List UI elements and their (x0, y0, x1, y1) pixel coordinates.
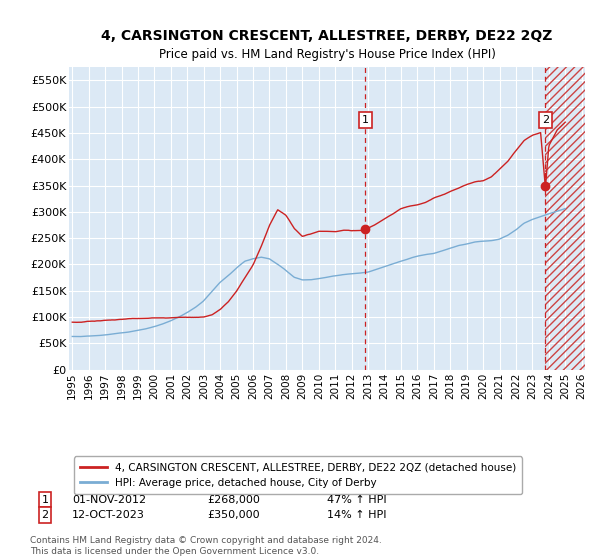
Text: 1: 1 (362, 115, 369, 125)
Text: £350,000: £350,000 (207, 510, 260, 520)
Text: 12-OCT-2023: 12-OCT-2023 (72, 510, 145, 520)
Text: 2: 2 (41, 510, 49, 520)
Text: 2: 2 (542, 115, 549, 125)
Text: Contains HM Land Registry data © Crown copyright and database right 2024.
This d: Contains HM Land Registry data © Crown c… (30, 536, 382, 556)
Bar (545, 67, 585, 370)
Legend: 4, CARSINGTON CRESCENT, ALLESTREE, DERBY, DE22 2QZ (detached house), HPI: Averag: 4, CARSINGTON CRESCENT, ALLESTREE, DERBY… (74, 456, 523, 494)
Text: 47% ↑ HPI: 47% ↑ HPI (327, 494, 386, 505)
Text: 1: 1 (41, 494, 49, 505)
Text: £268,000: £268,000 (207, 494, 260, 505)
Text: 4, CARSINGTON CRESCENT, ALLESTREE, DERBY, DE22 2QZ: 4, CARSINGTON CRESCENT, ALLESTREE, DERBY… (101, 29, 553, 43)
Text: Price paid vs. HM Land Registry's House Price Index (HPI): Price paid vs. HM Land Registry's House … (158, 48, 496, 61)
Text: 01-NOV-2012: 01-NOV-2012 (72, 494, 146, 505)
Text: 14% ↑ HPI: 14% ↑ HPI (327, 510, 386, 520)
